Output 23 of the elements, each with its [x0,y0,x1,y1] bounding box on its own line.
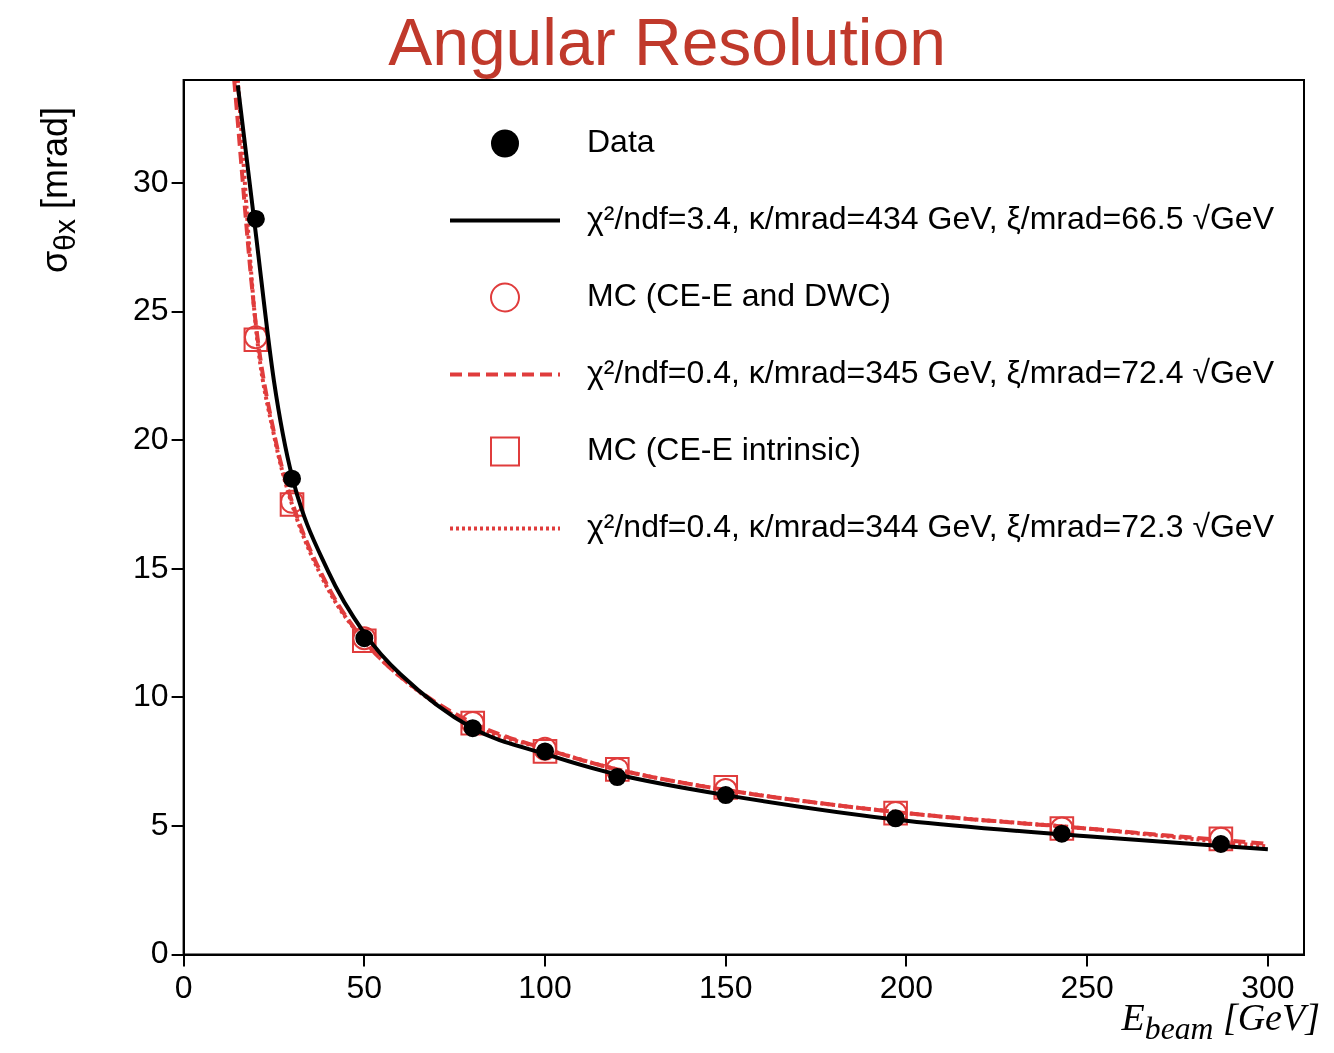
legend-label: MC (CE-E intrinsic) [587,431,861,468]
y-tick-label: 10 [133,677,169,714]
x-tick-label: 300 [1241,968,1295,1005]
y-tick-label: 25 [133,291,169,328]
point [283,469,302,488]
point [246,209,265,228]
chart-title: Angular Resolution [387,4,947,80]
y-tick-label: 20 [133,419,169,456]
legend-label: χ²/ndf=0.4, κ/mrad=345 GeV, ξ/mrad=72.4 √GeV [587,354,1275,391]
legend-label: MC (CE-E and DWC) [587,277,892,314]
y-tick-label: 0 [150,934,169,971]
x-tick-label: 100 [518,968,572,1005]
x-tick-label: 250 [1060,968,1114,1005]
x-tick-label: 200 [879,968,934,1005]
y-tick-label: 30 [133,162,169,199]
y-tick-label: 15 [133,548,169,585]
x-tick-label: 50 [346,968,383,1005]
legend-label: χ²/ndf=3.4, κ/mrad=434 GeV, ξ/mrad=66.5 √GeV [587,200,1275,237]
legend-label: Data [587,123,655,160]
legend-label: χ²/ndf=0.4, κ/mrad=344 GeV, ξ/mrad=72.3 √GeV [587,508,1275,545]
x-tick-label: 150 [699,968,753,1005]
x-tick-label: 0 [174,968,193,1005]
y-tick-label: 5 [150,805,169,842]
